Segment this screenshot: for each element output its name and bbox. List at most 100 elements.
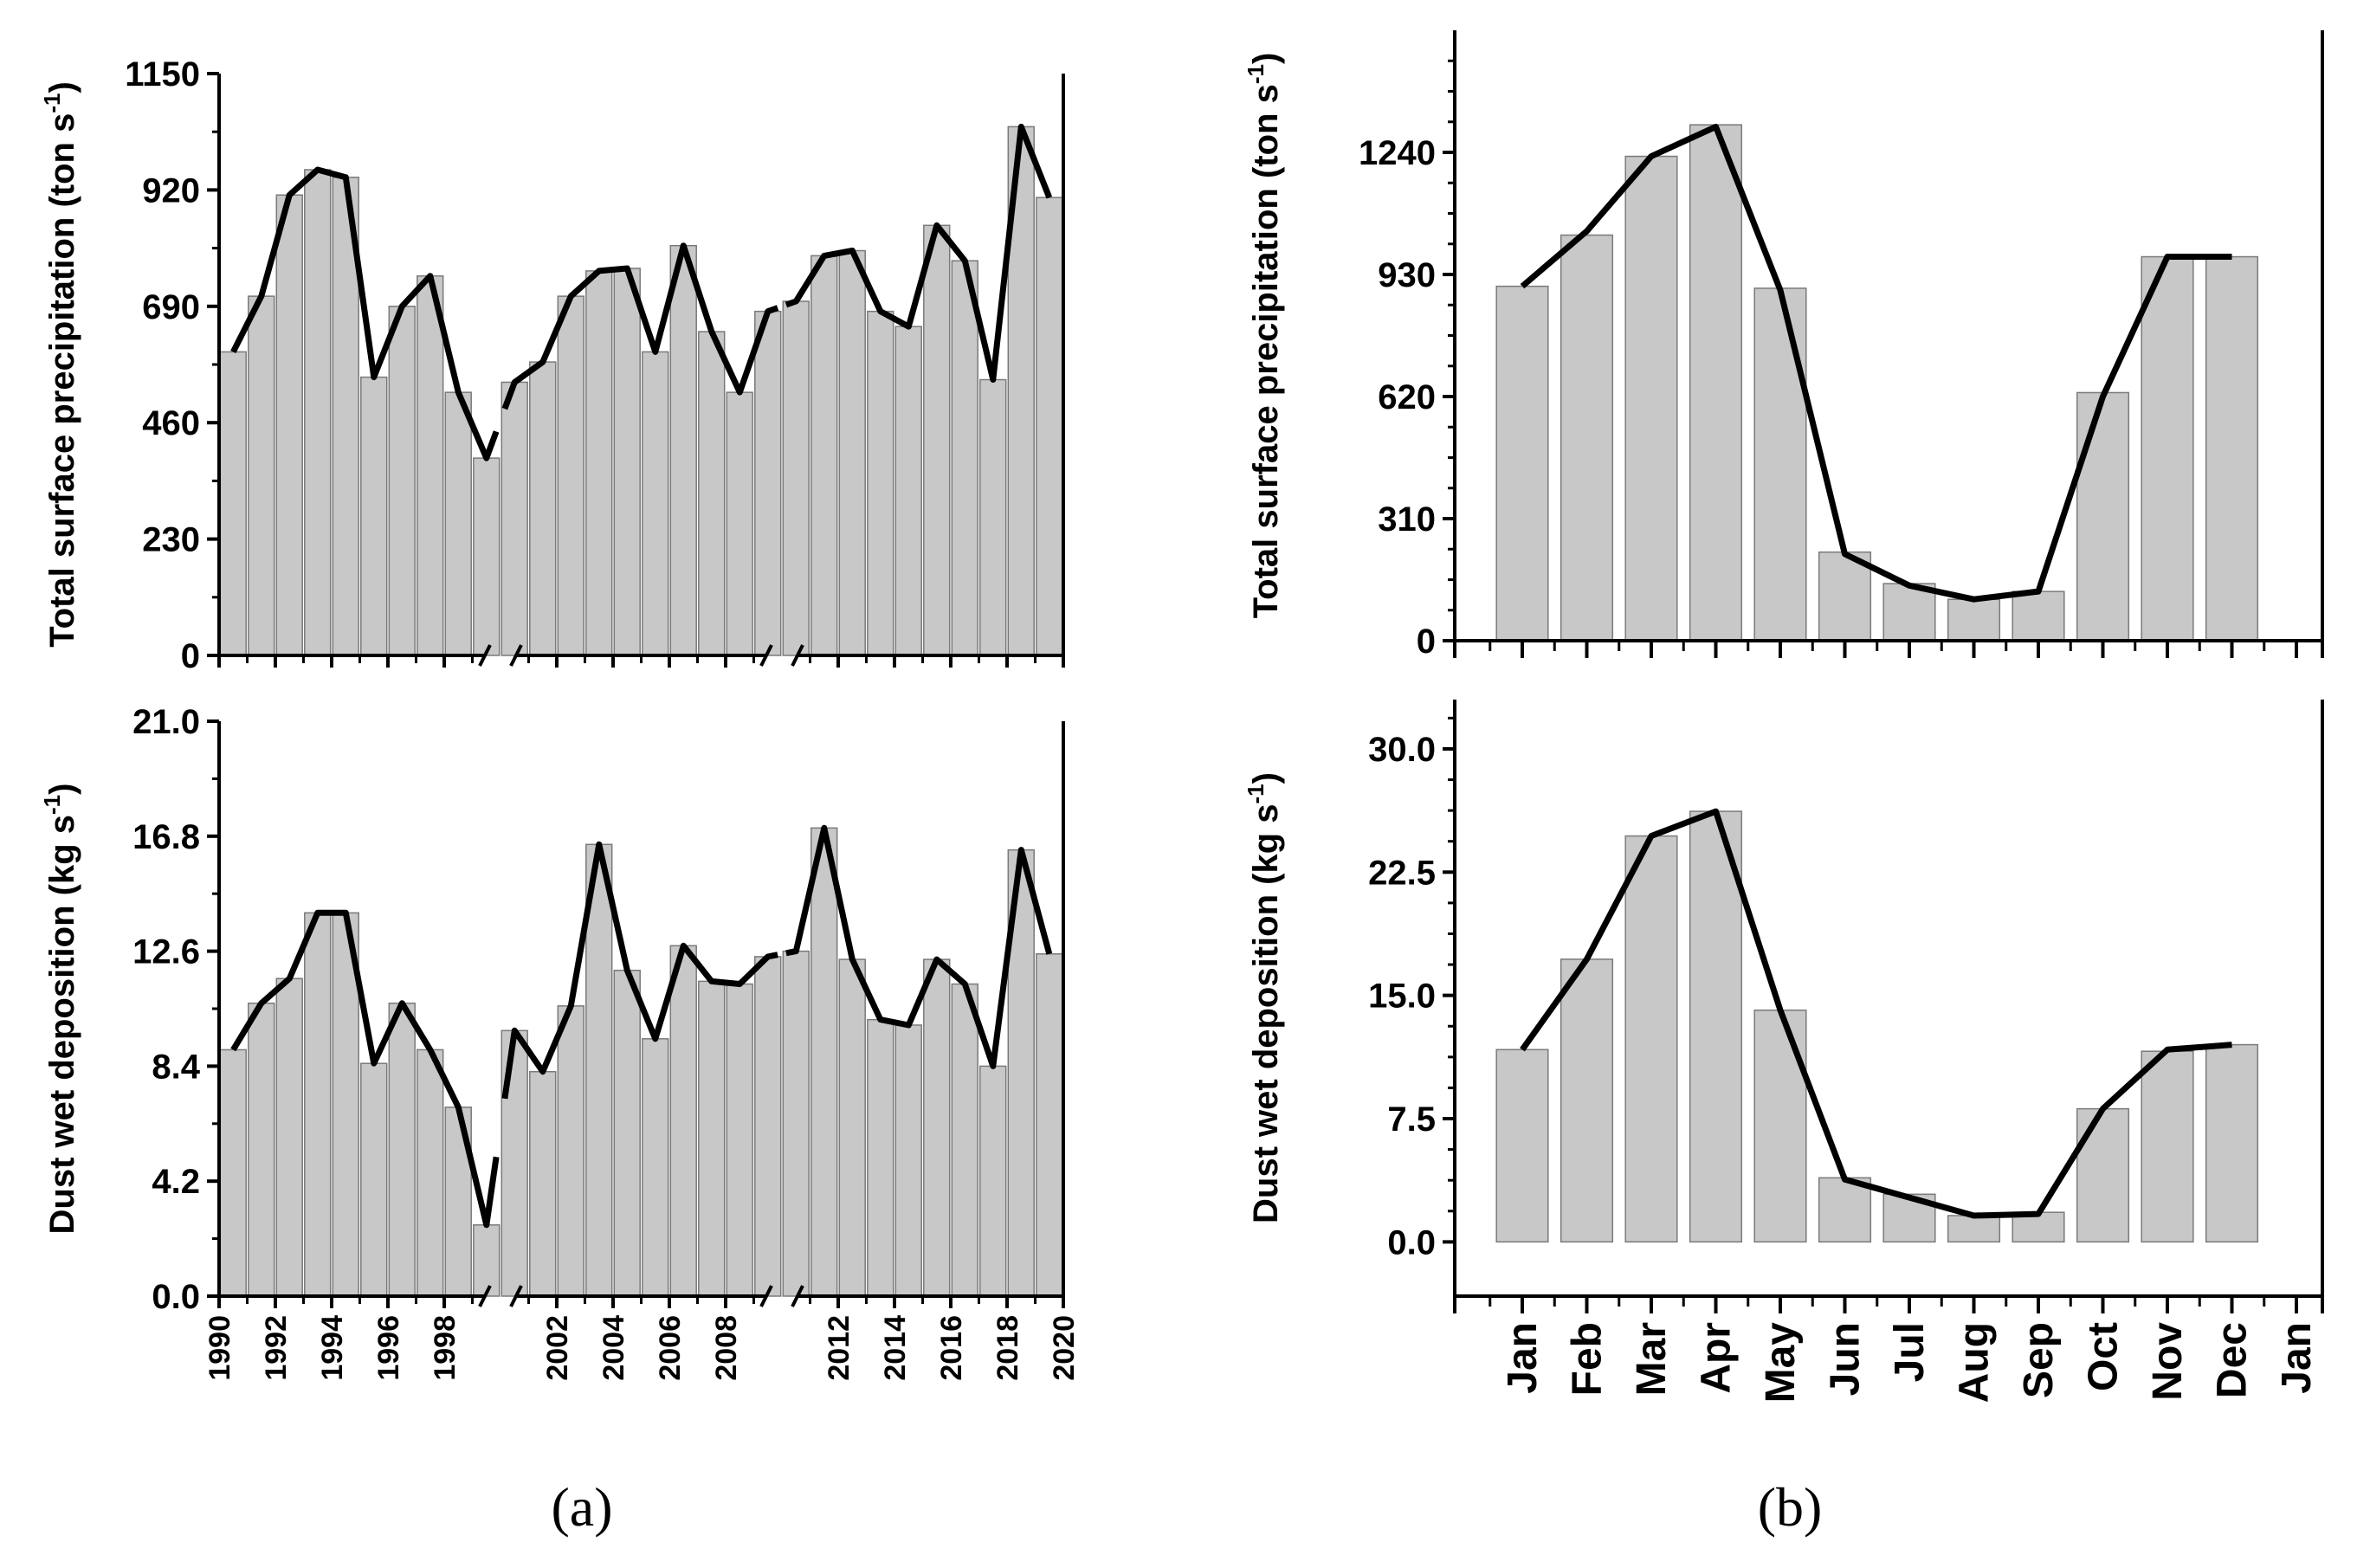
bar-a-bottom-2003 (585, 843, 613, 1297)
bar-a-top-1991 (248, 295, 275, 656)
bar-b-bottom-Nov (2141, 1050, 2194, 1243)
y-tick-label-b-top: 310 (1378, 500, 1436, 539)
y-axis-title-a-top: Total surface precipitation (ton s-1) (39, 81, 81, 648)
bar-a-bottom-1992 (275, 978, 303, 1297)
bar-a-top-2016 (951, 260, 978, 656)
y-tick-label-b-bottom: 15.0 (1368, 978, 1436, 1016)
bar-b-top-Dec (2205, 255, 2259, 642)
y-tick-label-a-bottom: 0.0 (152, 1278, 200, 1316)
y-axis-title-superscript: -1 (39, 94, 65, 113)
x-tick-label-b-bottom: Jun (1823, 1322, 1869, 1396)
y-axis-title-tail: ) (1247, 53, 1285, 64)
y-tick-label-a-bottom: 8.4 (152, 1048, 200, 1086)
bar-a-bottom-2011 (810, 827, 838, 1297)
x-tick-label-b-bottom: Apr (1694, 1322, 1740, 1394)
series-line-a-bottom-seg0 (230, 909, 500, 1229)
y-axis-title-main: Dust wet deposition (kg s (43, 815, 81, 1234)
y-tick-label-a-bottom: 4.2 (152, 1163, 200, 1201)
bar-a-bottom-2014 (894, 1024, 922, 1297)
bar-a-bottom-2004 (613, 969, 641, 1297)
x-tick-label-a-bottom: 1990 (203, 1315, 236, 1381)
y-axis-title-superscript: -1 (39, 795, 65, 815)
bar-a-top-2001 (529, 361, 557, 656)
bar-a-top-2010 (782, 300, 810, 656)
bar-b-bottom-Feb (1560, 958, 1614, 1243)
y-axis-title-b-bottom: Dust wet deposition (kg s-1) (1243, 772, 1285, 1223)
x-tick-label-a-bottom: 1994 (316, 1315, 349, 1381)
series-line-a-bottom-seg2 (785, 824, 1053, 1069)
y-axis-title-b-top: Total surface precipitation (ton s-1) (1243, 53, 1285, 619)
panels-layer: 0 230 460 690 920 1150 Total surface precipita… (39, 30, 2324, 1403)
panel-label-a: (a) (551, 1476, 612, 1538)
bar-a-top-2015 (923, 224, 951, 656)
x-tick-label-a-bottom: 2002 (541, 1315, 574, 1381)
x-tick-label-b-bottom: Nov (2145, 1322, 2191, 1401)
y-tick-label-b-top: 620 (1378, 378, 1436, 416)
bar-a-top-2009 (754, 310, 782, 656)
bar-a-top-1995 (360, 376, 388, 656)
bar-a-top-1997 (417, 274, 444, 656)
bar-b-top-Jan (1495, 285, 1549, 642)
bar-a-top-1996 (388, 306, 416, 656)
axis-break-mark (509, 1285, 523, 1307)
y-axis-title-tail: ) (43, 81, 81, 93)
series-line-b-top (1520, 123, 2232, 603)
x-tick-label-b-bottom: Mar (1629, 1322, 1675, 1396)
x-tick-label-a-bottom: 2014 (879, 1315, 912, 1381)
bar-b-top-Feb (1560, 234, 1614, 642)
bar-b-top-Apr (1689, 124, 1743, 642)
x-tick-label-b-bottom: Oct (2081, 1322, 2127, 1391)
bar-a-bottom-2002 (557, 1005, 584, 1297)
bar-a-bottom-1996 (388, 1002, 416, 1297)
x-tick-label-b-bottom: Jan (2274, 1322, 2320, 1394)
bar-a-bottom-2006 (669, 945, 697, 1297)
y-tick-label-b-top: 0 (1417, 623, 1436, 661)
x-tick-label-b-bottom: May (1758, 1322, 1804, 1403)
bar-a-top-2017 (979, 378, 1007, 656)
bar-a-bottom-2007 (698, 980, 726, 1297)
axis-break-mark (478, 644, 492, 667)
axis-break-mark (759, 1285, 773, 1307)
bar-a-bottom-1999 (473, 1224, 500, 1297)
bar-b-top-May (1753, 287, 1807, 642)
bar-a-bottom-2015 (923, 958, 951, 1297)
bar-b-bottom-Jan (1495, 1049, 1549, 1243)
bar-a-top-2004 (613, 268, 641, 656)
x-tick-label-b-bottom: Aug (1952, 1322, 1998, 1403)
bar-a-top-2019 (1036, 197, 1063, 656)
x-tick-label-b-bottom: Jan (1500, 1322, 1546, 1394)
bar-a-bottom-2012 (838, 958, 866, 1297)
y-tick-label-a-bottom: 12.6 (132, 933, 200, 971)
x-tick-label-a-bottom: 1996 (372, 1315, 405, 1381)
y-tick-label-a-top: 1150 (125, 55, 200, 94)
bar-a-bottom-2016 (951, 983, 978, 1297)
bar-b-top-Mar (1624, 155, 1678, 642)
y-tick-label-a-top: 230 (142, 521, 200, 559)
bar-a-top-2013 (867, 310, 894, 656)
bar-a-bottom-2017 (979, 1065, 1007, 1297)
y-axis-title-main: Total surface precipitation (ton s (43, 113, 81, 648)
x-tick-label-a-bottom: 2012 (823, 1315, 856, 1381)
axis-break-mark (791, 1285, 804, 1307)
x-tick-label-a-bottom: 1998 (429, 1315, 462, 1381)
bar-a-top-2002 (557, 295, 584, 656)
x-tick-label-a-bottom: 2016 (935, 1315, 968, 1381)
bar-a-top-1999 (473, 457, 500, 656)
bar-a-bottom-2009 (754, 956, 782, 1297)
x-tick-label-b-bottom: Dec (2210, 1322, 2256, 1398)
y-tick-label-b-bottom: 22.5 (1368, 854, 1436, 892)
x-tick-label-b-bottom: Jul (1887, 1322, 1933, 1382)
bar-a-bottom-2008 (726, 983, 753, 1297)
series-line-a-top-seg2 (785, 123, 1053, 383)
bar-b-bottom-Apr (1689, 810, 1743, 1243)
bar-a-top-2011 (810, 255, 838, 656)
bar-a-top-2012 (838, 249, 866, 656)
bar-b-bottom-Mar (1624, 835, 1678, 1243)
bar-b-bottom-May (1753, 1009, 1807, 1243)
y-tick-label-a-top: 690 (142, 288, 200, 326)
axis-break-mark (791, 644, 804, 667)
bar-a-bottom-1991 (248, 1002, 275, 1297)
bar-a-bottom-1995 (360, 1062, 388, 1297)
bar-a-top-1993 (304, 169, 332, 656)
